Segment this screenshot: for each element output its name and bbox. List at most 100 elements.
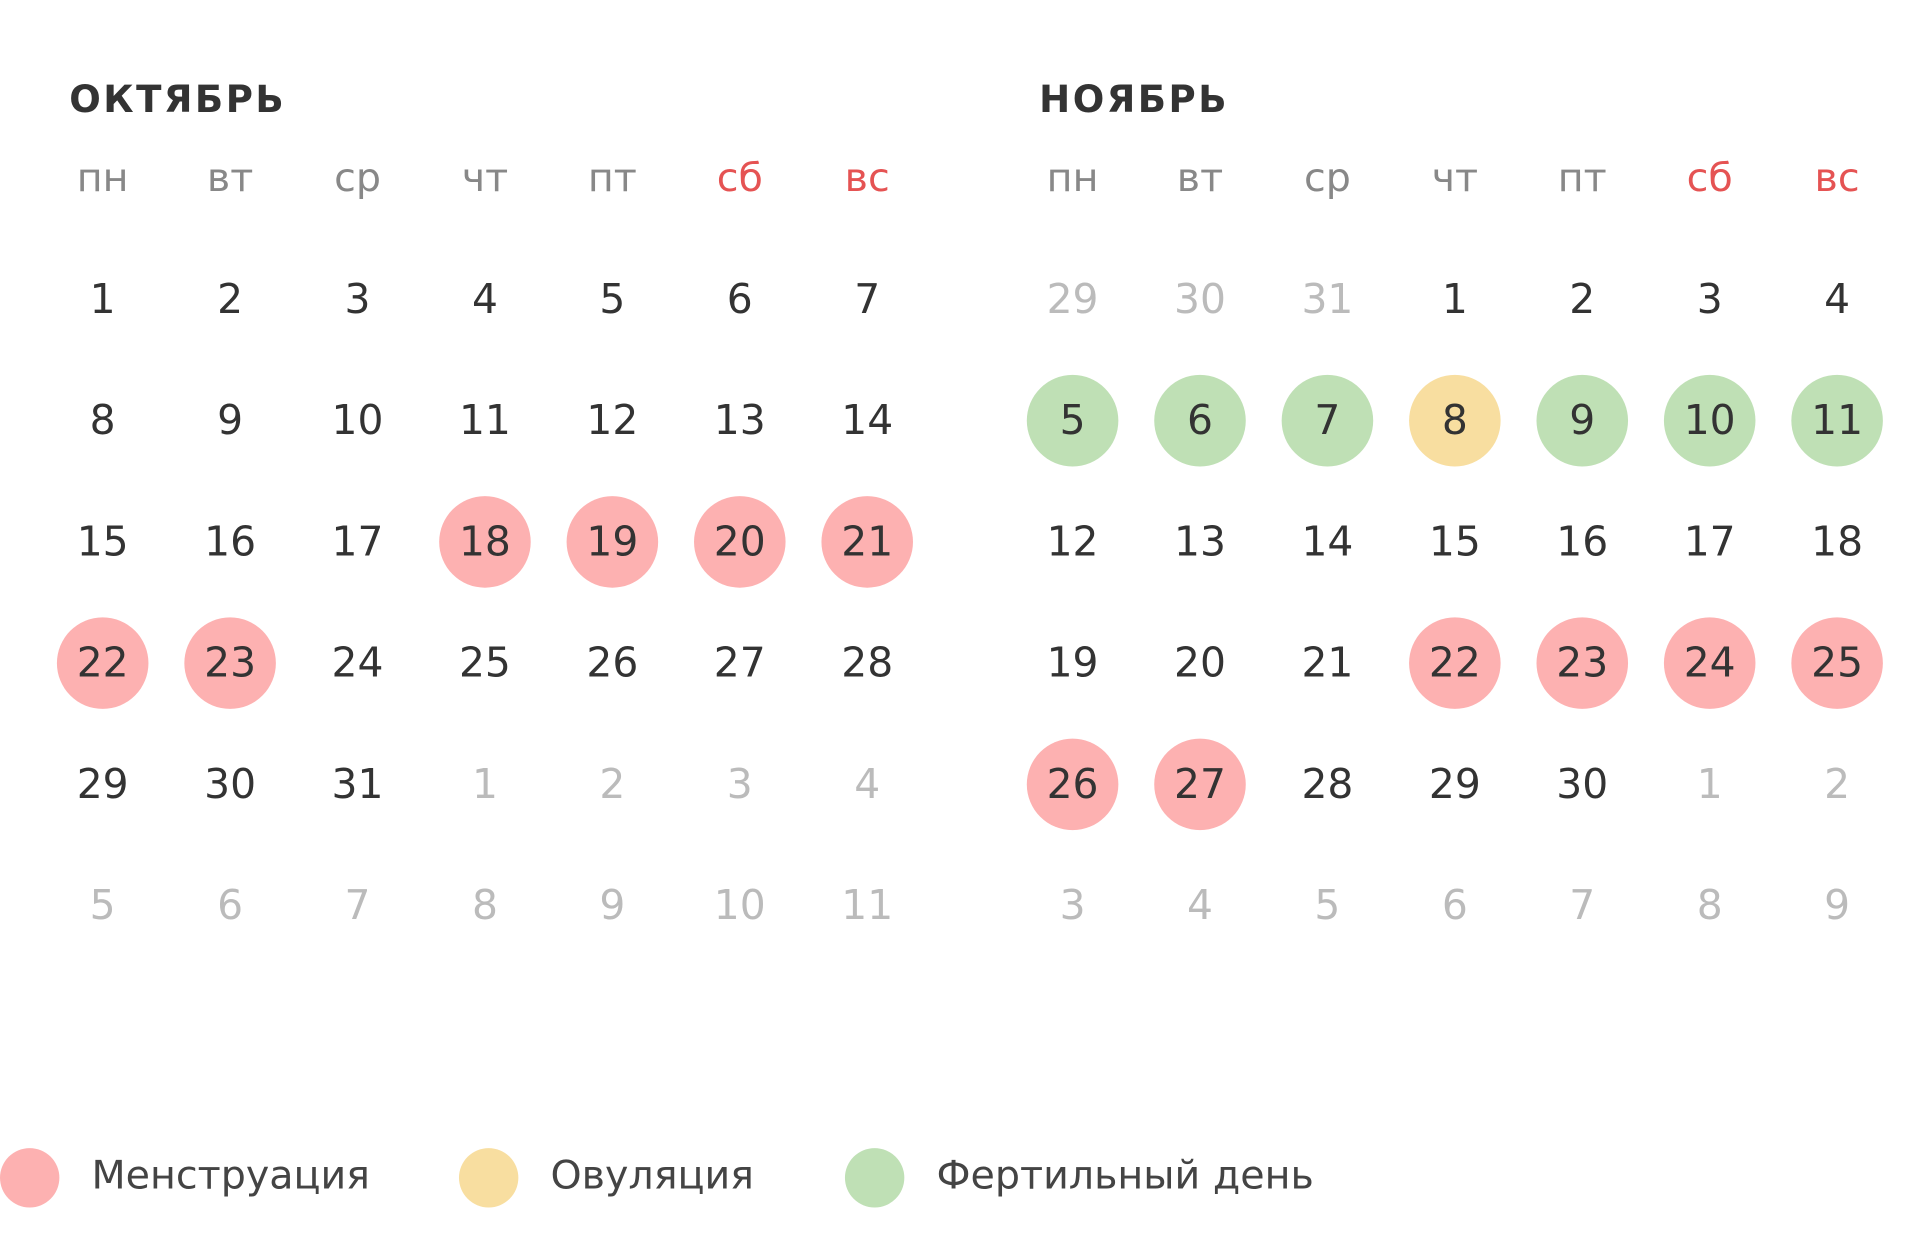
day: 3 xyxy=(345,275,371,323)
day: 14 xyxy=(841,396,893,444)
day-marker xyxy=(1663,374,1756,467)
day: 23 xyxy=(1556,639,1608,687)
day: 14 xyxy=(1301,517,1353,565)
day: 12 xyxy=(1047,517,1099,565)
day: 3 xyxy=(727,760,753,808)
day: 4 xyxy=(472,275,498,323)
day: 1 xyxy=(90,275,116,323)
day: 26 xyxy=(1047,760,1099,808)
day-marker xyxy=(1026,738,1119,831)
day-marker xyxy=(184,617,276,709)
day: 4 xyxy=(1824,275,1850,323)
day: 28 xyxy=(841,639,893,687)
day: 9 xyxy=(217,396,243,444)
day: 27 xyxy=(714,639,766,687)
day-marker xyxy=(566,496,659,588)
day: 21 xyxy=(841,517,893,565)
day: 3 xyxy=(1697,275,1723,323)
day-marker xyxy=(1663,617,1756,709)
weekday: ср xyxy=(1304,155,1351,201)
day: 11 xyxy=(459,396,511,444)
day: 8 xyxy=(1442,396,1468,444)
legend-swatch xyxy=(458,1148,519,1208)
day: 6 xyxy=(727,275,753,323)
day: 5 xyxy=(599,275,625,323)
day: 31 xyxy=(1301,275,1353,323)
legend-swatch xyxy=(844,1148,905,1208)
legend-label: Овуляция xyxy=(551,1152,754,1198)
day: 18 xyxy=(459,517,511,565)
day: 15 xyxy=(1429,517,1481,565)
day: 29 xyxy=(1429,760,1481,808)
day-marker xyxy=(1536,617,1629,709)
day: 22 xyxy=(1429,639,1481,687)
month-title: НОЯБРЬ xyxy=(1039,78,1229,121)
day: 1 xyxy=(472,760,498,808)
day: 23 xyxy=(204,639,256,687)
day: 2 xyxy=(599,760,625,808)
legend-label: Фертильный день xyxy=(936,1152,1313,1198)
day: 30 xyxy=(204,760,256,808)
day: 2 xyxy=(217,275,243,323)
day: 11 xyxy=(841,881,893,929)
weekday: сб xyxy=(1687,155,1733,201)
day: 17 xyxy=(1684,517,1736,565)
day: 9 xyxy=(1569,396,1595,444)
weekday: сб xyxy=(717,155,763,201)
day-marker xyxy=(1281,374,1374,467)
day: 5 xyxy=(1060,396,1086,444)
day: 16 xyxy=(204,517,256,565)
day: 7 xyxy=(1569,881,1595,929)
day: 30 xyxy=(1174,275,1226,323)
day: 12 xyxy=(586,396,638,444)
day: 10 xyxy=(1684,396,1736,444)
day-marker xyxy=(1409,374,1501,467)
day: 15 xyxy=(77,517,129,565)
day: 3 xyxy=(1060,881,1086,929)
day-marker xyxy=(821,496,913,588)
day-marker xyxy=(1536,374,1629,467)
day: 17 xyxy=(332,517,384,565)
day: 8 xyxy=(90,396,116,444)
day-marker xyxy=(1154,738,1246,831)
day-marker xyxy=(1791,617,1883,709)
day: 24 xyxy=(332,639,384,687)
day: 8 xyxy=(472,881,498,929)
day-marker xyxy=(694,496,786,588)
weekday: пн xyxy=(77,155,129,201)
weekday: вс xyxy=(1815,155,1860,201)
day-marker xyxy=(56,617,149,709)
weekday: пт xyxy=(1558,155,1607,201)
day: 13 xyxy=(1174,517,1226,565)
weekday: вт xyxy=(1177,155,1223,201)
day-marker xyxy=(1409,617,1501,709)
day-marker xyxy=(1154,374,1246,467)
day: 5 xyxy=(1314,881,1340,929)
day: 22 xyxy=(77,639,129,687)
day: 16 xyxy=(1556,517,1608,565)
day: 27 xyxy=(1174,760,1226,808)
day: 29 xyxy=(77,760,129,808)
weekday: ср xyxy=(334,155,381,201)
day: 21 xyxy=(1301,639,1353,687)
day: 6 xyxy=(1442,881,1468,929)
day: 4 xyxy=(1187,881,1213,929)
day: 25 xyxy=(1811,639,1863,687)
day: 6 xyxy=(1187,396,1213,444)
day-marker xyxy=(1791,374,1883,467)
day: 26 xyxy=(586,639,638,687)
weekday: чт xyxy=(462,155,508,201)
day: 7 xyxy=(854,275,880,323)
day: 20 xyxy=(714,517,766,565)
day: 6 xyxy=(217,881,243,929)
legend-label: Менструация xyxy=(92,1152,370,1198)
day: 1 xyxy=(1442,275,1468,323)
day: 30 xyxy=(1556,760,1608,808)
day: 29 xyxy=(1047,275,1099,323)
month-title: ОКТЯБРЬ xyxy=(69,78,286,121)
day: 4 xyxy=(854,760,880,808)
day: 31 xyxy=(332,760,384,808)
day: 7 xyxy=(1314,396,1340,444)
day: 10 xyxy=(332,396,384,444)
